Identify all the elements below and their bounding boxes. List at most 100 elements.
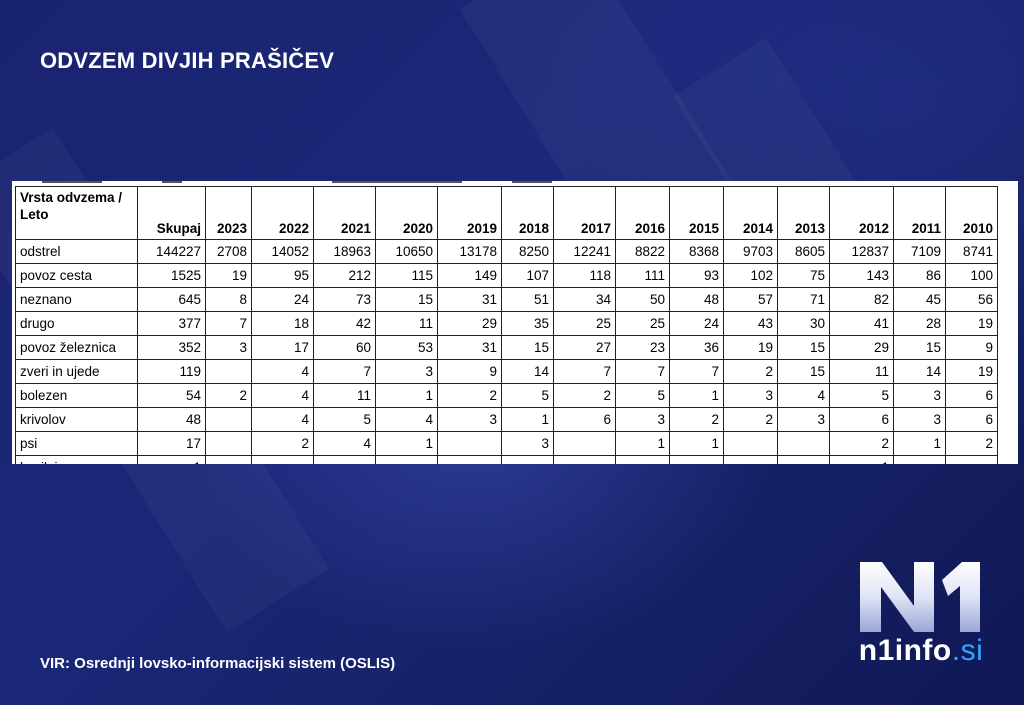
table-cell: 102 [723, 263, 778, 288]
table-cell: 18 [251, 311, 314, 336]
table-cell: 25 [615, 311, 670, 336]
table-cell: 11 [313, 383, 376, 408]
table-cell: 7 [205, 311, 252, 336]
table-cell: 11 [375, 311, 438, 336]
table-cell: 29 [829, 335, 894, 360]
table-cell: 17 [137, 431, 206, 456]
table-cell: 25 [553, 311, 616, 336]
table-cell: 31 [437, 287, 502, 312]
table-cell: 7109 [893, 239, 946, 264]
table-cell: 645 [137, 287, 206, 312]
table-cell: 1 [375, 431, 438, 456]
table-cell: 17 [251, 335, 314, 360]
header-cell: 2014 [723, 186, 778, 240]
table-cell: 4 [251, 383, 314, 408]
table-cell: 3 [205, 335, 252, 360]
table-cell: 24 [669, 311, 724, 336]
table-cell: 149 [437, 263, 502, 288]
data-table-panel: Vrsta odvzema / Leto Skupaj 2023 2022 2021 20… [12, 181, 1018, 464]
table-cell: 4 [313, 431, 376, 456]
logo-suffix: .si [951, 634, 984, 667]
table-cell [205, 359, 252, 384]
table-cell: 2 [205, 383, 252, 408]
table-cell: 29 [437, 311, 502, 336]
table-cell: 56 [945, 287, 998, 312]
table-row: neznano 645 8 24 73 15 31 51 34 50 48 57 71 82 45 56 [15, 287, 998, 312]
table-cell [205, 455, 252, 464]
clipped-text-line [512, 181, 552, 183]
table-cell: 3 [723, 383, 778, 408]
header-cell: 2020 [375, 186, 438, 240]
table-cell: 12241 [553, 239, 616, 264]
table-cell: 42 [313, 311, 376, 336]
table-cell [553, 431, 616, 456]
table-cell: 48 [137, 407, 206, 432]
table-row: drugo 377 7 18 42 11 29 35 25 25 24 43 30 41 28 19 [15, 311, 998, 336]
table-cell: 2 [723, 407, 778, 432]
table-cell [501, 455, 554, 464]
table-cell: 53 [375, 335, 438, 360]
table-cell: 50 [615, 287, 670, 312]
table-cell: 15 [501, 335, 554, 360]
table-cell: 73 [313, 287, 376, 312]
table-cell: 118 [553, 263, 616, 288]
table-cell: 48 [669, 287, 724, 312]
header-cell: 2013 [777, 186, 830, 240]
table-cell: 119 [137, 359, 206, 384]
clipped-text-line [332, 181, 462, 183]
table-cell: 5 [615, 383, 670, 408]
table-cell: 57 [723, 287, 778, 312]
table-header-row: Vrsta odvzema / Leto Skupaj 2023 2022 2021 20… [15, 186, 998, 240]
table-cell: 1 [375, 383, 438, 408]
table-cell: 9703 [723, 239, 778, 264]
table-cell: 82 [829, 287, 894, 312]
row-label: odstrel [15, 239, 138, 264]
table-cell: 60 [313, 335, 376, 360]
table-cell: 19 [205, 263, 252, 288]
row-label: krivolov [15, 407, 138, 432]
table-cell: 24 [251, 287, 314, 312]
header-cell: 2015 [669, 186, 724, 240]
row-label: zveri in ujede [15, 359, 138, 384]
table-cell: 27 [553, 335, 616, 360]
table-cell: 8822 [615, 239, 670, 264]
table-cell: 107 [501, 263, 554, 288]
table-cell: 35 [501, 311, 554, 336]
table-cell: 8368 [669, 239, 724, 264]
table-cell: 2708 [205, 239, 252, 264]
table-cell [437, 431, 502, 456]
table-cell: 5 [313, 407, 376, 432]
table-cell: 5 [829, 383, 894, 408]
table-cell: 1 [501, 407, 554, 432]
page-title: ODVZEM DIVJIH PRAŠIČEV [40, 48, 335, 73]
table-cell: 12837 [829, 239, 894, 264]
table-cell: 4 [251, 407, 314, 432]
table-cell: 3 [893, 407, 946, 432]
table-cell: 111 [615, 263, 670, 288]
table-cell: 31 [437, 335, 502, 360]
table-cell [893, 455, 946, 464]
table-cell [723, 455, 778, 464]
table-cell: 7 [553, 359, 616, 384]
table-cell: 6 [945, 383, 998, 408]
table-cell: 1 [829, 455, 894, 464]
table-cell: 41 [829, 311, 894, 336]
table-cell: 3 [375, 359, 438, 384]
header-cell: 2023 [205, 186, 252, 240]
table-cell: 15 [893, 335, 946, 360]
table-cell: 3 [777, 407, 830, 432]
table-cell: 14 [893, 359, 946, 384]
table-cell: 45 [893, 287, 946, 312]
table-cell [945, 455, 998, 464]
table-cell: 10650 [375, 239, 438, 264]
table-cell: 95 [251, 263, 314, 288]
table-cell: 7 [615, 359, 670, 384]
table-cell: 1 [615, 431, 670, 456]
table-cell: 5 [501, 383, 554, 408]
row-label: psi [15, 431, 138, 456]
n1info-logo: n1info.si [846, 558, 996, 678]
row-label: neznano [15, 287, 138, 312]
header-cell: 2022 [251, 186, 314, 240]
table-cell: 4 [251, 359, 314, 384]
table-cell: 1 [137, 455, 206, 464]
